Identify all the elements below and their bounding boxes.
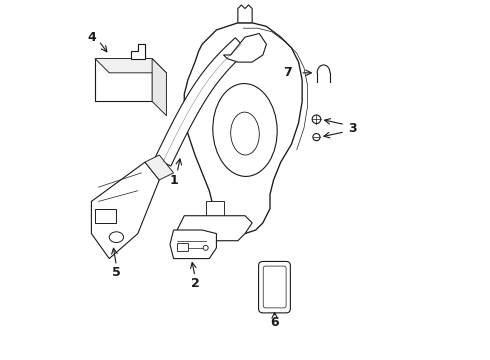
Polygon shape (95, 59, 167, 73)
Polygon shape (206, 202, 223, 234)
Polygon shape (223, 33, 267, 62)
Polygon shape (131, 44, 145, 59)
Text: 6: 6 (270, 316, 279, 329)
Text: 4: 4 (87, 31, 96, 44)
FancyBboxPatch shape (259, 261, 291, 313)
Ellipse shape (109, 232, 123, 243)
Polygon shape (145, 155, 173, 180)
Text: 1: 1 (169, 174, 178, 186)
Text: 5: 5 (112, 266, 121, 279)
Bar (95, 208, 117, 223)
Circle shape (313, 134, 320, 141)
Polygon shape (95, 44, 152, 102)
Circle shape (312, 115, 321, 123)
Polygon shape (170, 230, 217, 258)
Bar (177, 243, 188, 251)
Polygon shape (177, 216, 252, 241)
Polygon shape (92, 162, 159, 258)
Text: 2: 2 (191, 277, 199, 290)
Circle shape (203, 246, 208, 250)
Text: 7: 7 (284, 66, 292, 79)
Polygon shape (152, 59, 167, 116)
Polygon shape (184, 23, 302, 234)
Polygon shape (155, 38, 247, 166)
Polygon shape (238, 5, 252, 23)
Text: 3: 3 (348, 122, 357, 135)
